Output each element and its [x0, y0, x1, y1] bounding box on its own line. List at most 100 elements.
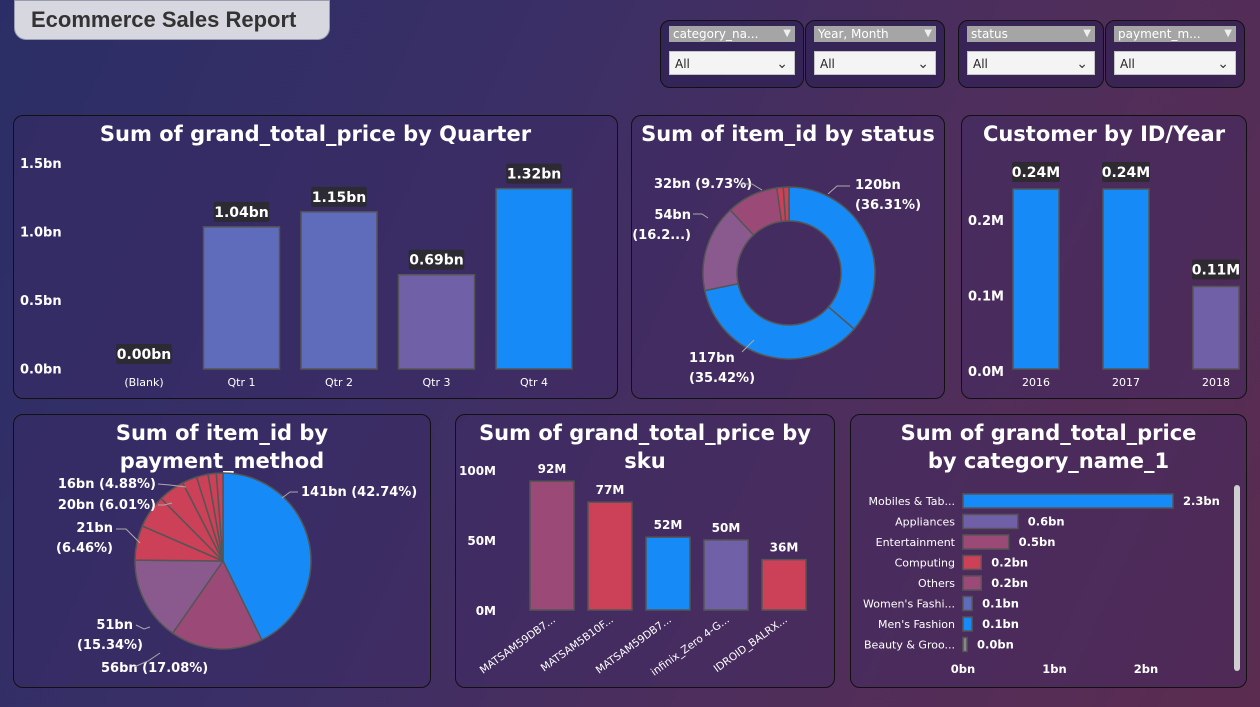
- slice-label-2b: (35.42%): [689, 371, 755, 386]
- chevron-down-icon[interactable]: ⌄: [776, 56, 788, 72]
- category-scrollbar[interactable]: [1234, 485, 1240, 671]
- slice-label-3b: (16.2...): [632, 228, 691, 243]
- bar-data-label: 1.15bn: [312, 190, 367, 206]
- slice-label-1: 120bn: [855, 178, 901, 193]
- pie-slice: [215, 472, 224, 562]
- chart-payment-svg: 141bn (42.74%) 56bn (17.08%) 51bn (15.34%) 2…: [56, 472, 417, 676]
- slicer-status-header[interactable]: status ▼: [967, 26, 1095, 42]
- y-tick-label: 0.0bn: [20, 363, 62, 378]
- slicer-status[interactable]: status ▼ All ⌄: [958, 20, 1104, 88]
- bar-data-label: 92M: [538, 462, 567, 476]
- pie-label-4b: (6.46%): [56, 541, 113, 556]
- leader-line: [158, 502, 173, 506]
- leader-line: [133, 652, 161, 668]
- slicer-status-dropdown[interactable]: All ⌄: [967, 51, 1095, 75]
- y-tick-label: Beauty & Groo...: [864, 639, 955, 652]
- slicer-category-label: category_na...: [673, 27, 759, 41]
- slicer-payment[interactable]: payment_m... ▼ All ⌄: [1105, 20, 1245, 88]
- slicer-year-month[interactable]: Year, Month ▼ All ⌄: [805, 20, 945, 88]
- bar-data-label: 2.3bn: [1183, 494, 1220, 508]
- y-tick-label: 0.1M: [968, 290, 1004, 305]
- bar-data-label: 50M: [712, 521, 741, 535]
- bar-data-label: 0.1bn: [982, 597, 1019, 611]
- chevron-down-icon[interactable]: ⌄: [1076, 56, 1088, 72]
- bar-data-label-bg: [506, 163, 562, 184]
- bar-sku-0: [529, 480, 575, 611]
- bar-sku-4: [761, 558, 807, 611]
- chart-payment-title: Sum of item_id by payment_method: [115, 421, 329, 473]
- bar-data-label-bg: [116, 344, 172, 364]
- chart-quarter-panel[interactable]: Sum of grand_total_price by Quarter 1.5b…: [13, 115, 618, 399]
- chevron-down-icon[interactable]: ▼: [924, 28, 932, 39]
- slicer-payment-label: payment_m...: [1118, 27, 1201, 41]
- chevron-down-icon[interactable]: ⌄: [1217, 56, 1229, 72]
- slicer-status-label: status: [971, 27, 1008, 41]
- bar-year-2016: [1012, 188, 1060, 370]
- chart-sku-panel[interactable]: Sum of grand_total_price by sku 100M 50M 0…: [455, 414, 835, 688]
- y-tick-label: 1.0bn: [20, 226, 62, 241]
- y-tick-label: Men's Fashion: [878, 618, 955, 631]
- bar-qtr4: [495, 187, 573, 370]
- leader-line: [281, 491, 298, 499]
- pie-label-1: 141bn (42.74%): [301, 485, 417, 500]
- y-tick-label: 0.5bn: [20, 294, 62, 309]
- bar-sku-2: [645, 536, 691, 611]
- slicer-payment-value: All: [1120, 57, 1135, 71]
- chevron-down-icon[interactable]: ▼: [1083, 28, 1091, 39]
- chart-status-svg: 120bn (36.31%) 117bn (35.42%) 54bn (16.2...) 3…: [632, 177, 921, 386]
- bar-category-3: [962, 554, 983, 571]
- leader-line: [693, 213, 709, 219]
- x-tick-label: Qtr 1: [228, 376, 256, 389]
- bar-data-label: 1.32bn: [507, 167, 562, 183]
- chart-customer-panel[interactable]: Customer by ID/Year 0.2M 0.1M 0.0M 0.24M 201…: [961, 115, 1247, 399]
- chart-category-panel[interactable]: Sum of grand_total_price by category_nam…: [850, 414, 1247, 688]
- x-tick-label: 2017: [1112, 376, 1140, 389]
- donut-slice: [703, 282, 856, 360]
- chevron-down-icon[interactable]: ▼: [1224, 28, 1232, 39]
- slicer-year-month-header[interactable]: Year, Month ▼: [814, 26, 936, 42]
- bar-data-label: 77M: [596, 483, 625, 497]
- x-tick-label: (Blank): [124, 376, 163, 389]
- slicer-payment-dropdown[interactable]: All ⌄: [1114, 51, 1236, 75]
- bar-year-2017: [1102, 188, 1150, 370]
- x-tick-label: 2018: [1202, 376, 1230, 389]
- y-tick-label: Computing: [895, 557, 955, 570]
- bar-category-5: [962, 595, 973, 612]
- x-tick-label: 2016: [1022, 376, 1050, 389]
- report-title: Ecommerce Sales Report: [31, 7, 297, 32]
- slice-label-2: 117bn: [689, 351, 735, 366]
- chart-payment-panel[interactable]: Sum of item_id by payment_method 141bn (…: [13, 414, 431, 688]
- slicer-category-dropdown[interactable]: All ⌄: [669, 51, 795, 75]
- slicer-year-month-dropdown[interactable]: All ⌄: [814, 51, 936, 75]
- slicer-year-month-value: All: [820, 57, 835, 71]
- bar-data-label: 0.2bn: [991, 576, 1028, 590]
- bar-data-label: 0.5bn: [1019, 535, 1056, 549]
- pie-slice: [134, 559, 225, 635]
- chevron-down-icon[interactable]: ⌄: [917, 56, 929, 72]
- chart-status-panel[interactable]: Sum of item_id by status 120bn (36.31%) 11…: [631, 115, 945, 399]
- leader-line: [827, 185, 850, 195]
- pie-label-4: 21bn: [76, 521, 113, 536]
- slicer-payment-header[interactable]: payment_m... ▼: [1114, 26, 1236, 42]
- bar-category-6: [962, 616, 973, 632]
- bar-data-label-bg: [1102, 162, 1150, 182]
- chart-category-svg: Mobiles & Tab... 2.3bn Appliances 0.6bn Ente…: [863, 493, 1220, 676]
- bar-sku-1: [587, 501, 633, 611]
- donut-slice: [782, 186, 790, 222]
- bar-category-1: [962, 513, 1019, 530]
- bar-data-label-bg: [408, 249, 465, 270]
- pie-slice: [171, 559, 263, 650]
- chevron-down-icon[interactable]: ▼: [783, 28, 791, 39]
- bar-category-7: [962, 636, 968, 653]
- slicer-category[interactable]: category_na... ▼ All ⌄: [660, 20, 804, 88]
- slicer-category-header[interactable]: category_na... ▼: [669, 26, 795, 42]
- x-tick-label: 1bn: [1042, 662, 1066, 676]
- chart-quarter-title: Sum of grand_total_price by Quarter: [99, 122, 532, 146]
- bar-data-label: 0.1bn: [982, 617, 1019, 631]
- x-tick-label: Qtr 3: [423, 376, 451, 389]
- bar-data-label-bg: [1012, 162, 1060, 182]
- leader-line: [116, 528, 141, 544]
- bar-data-label: 1.04bn: [214, 205, 269, 221]
- bar-data-label-bg: [1192, 259, 1240, 280]
- bar-data-label: 52M: [654, 518, 683, 532]
